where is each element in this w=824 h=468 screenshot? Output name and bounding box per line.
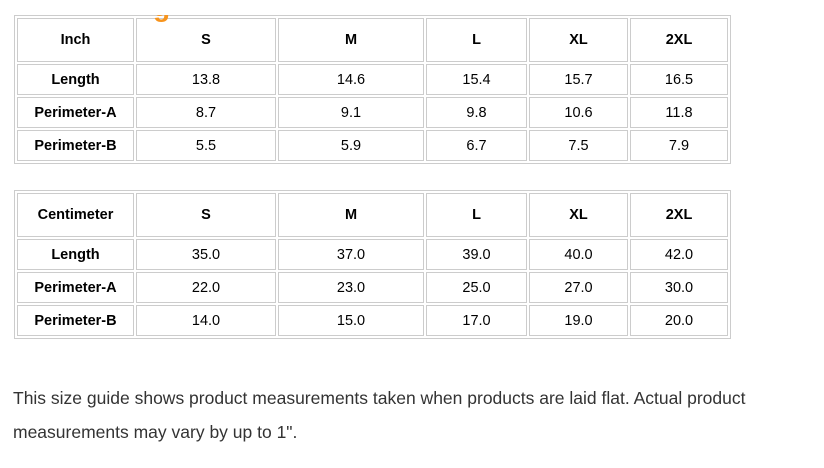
value-cell: 14.6 — [278, 64, 424, 95]
unit-header-cell: Inch — [17, 18, 134, 62]
value-cell: 42.0 — [630, 239, 728, 270]
row-label-cell: Perimeter-B — [17, 130, 134, 161]
size-header-cell: XL — [529, 18, 628, 62]
value-cell: 35.0 — [136, 239, 276, 270]
size-header-cell: L — [426, 193, 527, 237]
row-label-cell: Perimeter-B — [17, 305, 134, 336]
row-label-cell: Perimeter-A — [17, 97, 134, 128]
value-cell: 19.0 — [529, 305, 628, 336]
header-row: Centimeter S M L XL 2XL — [17, 193, 728, 237]
heading-letter-g: g — [153, 15, 170, 21]
size-header-cell: L — [426, 18, 527, 62]
value-cell: 15.7 — [529, 64, 628, 95]
value-cell: 11.8 — [630, 97, 728, 128]
size-header-cell: S — [136, 18, 276, 62]
table-row: Perimeter-A 8.7 9.1 9.8 10.6 11.8 — [17, 97, 728, 128]
value-cell: 15.0 — [278, 305, 424, 336]
value-cell: 25.0 — [426, 272, 527, 303]
size-header-cell: M — [278, 18, 424, 62]
size-guide-page: { "heading_fragment": { "letter": "g", "… — [0, 15, 824, 468]
table-row: Perimeter-A 22.0 23.0 25.0 27.0 30.0 — [17, 272, 728, 303]
value-cell: 40.0 — [529, 239, 628, 270]
value-cell: 8.7 — [136, 97, 276, 128]
value-cell: 9.8 — [426, 97, 527, 128]
row-label-cell: Length — [17, 64, 134, 95]
table-row: Perimeter-B 5.5 5.9 6.7 7.5 7.9 — [17, 130, 728, 161]
row-label-cell: Perimeter-A — [17, 272, 134, 303]
size-header-cell: S — [136, 193, 276, 237]
value-cell: 16.5 — [630, 64, 728, 95]
value-cell: 13.8 — [136, 64, 276, 95]
table-row: Perimeter-B 14.0 15.0 17.0 19.0 20.0 — [17, 305, 728, 336]
value-cell: 10.6 — [529, 97, 628, 128]
size-table-centimeter: Centimeter S M L XL 2XL Length 35.0 37.0… — [14, 190, 731, 339]
header-row: Inch S M L XL 2XL — [17, 18, 728, 62]
value-cell: 23.0 — [278, 272, 424, 303]
value-cell: 22.0 — [136, 272, 276, 303]
value-cell: 27.0 — [529, 272, 628, 303]
value-cell: 30.0 — [630, 272, 728, 303]
value-cell: 20.0 — [630, 305, 728, 336]
table-row: Length 35.0 37.0 39.0 40.0 42.0 — [17, 239, 728, 270]
value-cell: 14.0 — [136, 305, 276, 336]
clipped-heading-fragment: g — [153, 15, 179, 23]
value-cell: 39.0 — [426, 239, 527, 270]
size-guide-note: This size guide shows product measuremen… — [13, 388, 746, 442]
value-cell: 6.7 — [426, 130, 527, 161]
size-header-cell: 2XL — [630, 18, 728, 62]
value-cell: 37.0 — [278, 239, 424, 270]
unit-header-cell: Centimeter — [17, 193, 134, 237]
value-cell: 7.9 — [630, 130, 728, 161]
value-cell: 5.9 — [278, 130, 424, 161]
row-label-cell: Length — [17, 239, 134, 270]
table-row: Length 13.8 14.6 15.4 15.7 16.5 — [17, 64, 728, 95]
size-header-cell: M — [278, 193, 424, 237]
value-cell: 7.5 — [529, 130, 628, 161]
value-cell: 17.0 — [426, 305, 527, 336]
value-cell: 15.4 — [426, 64, 527, 95]
value-cell: 5.5 — [136, 130, 276, 161]
value-cell: 9.1 — [278, 97, 424, 128]
size-header-cell: 2XL — [630, 193, 728, 237]
size-header-cell: XL — [529, 193, 628, 237]
size-table-inch: Inch S M L XL 2XL Length 13.8 14.6 15.4 … — [14, 15, 731, 164]
